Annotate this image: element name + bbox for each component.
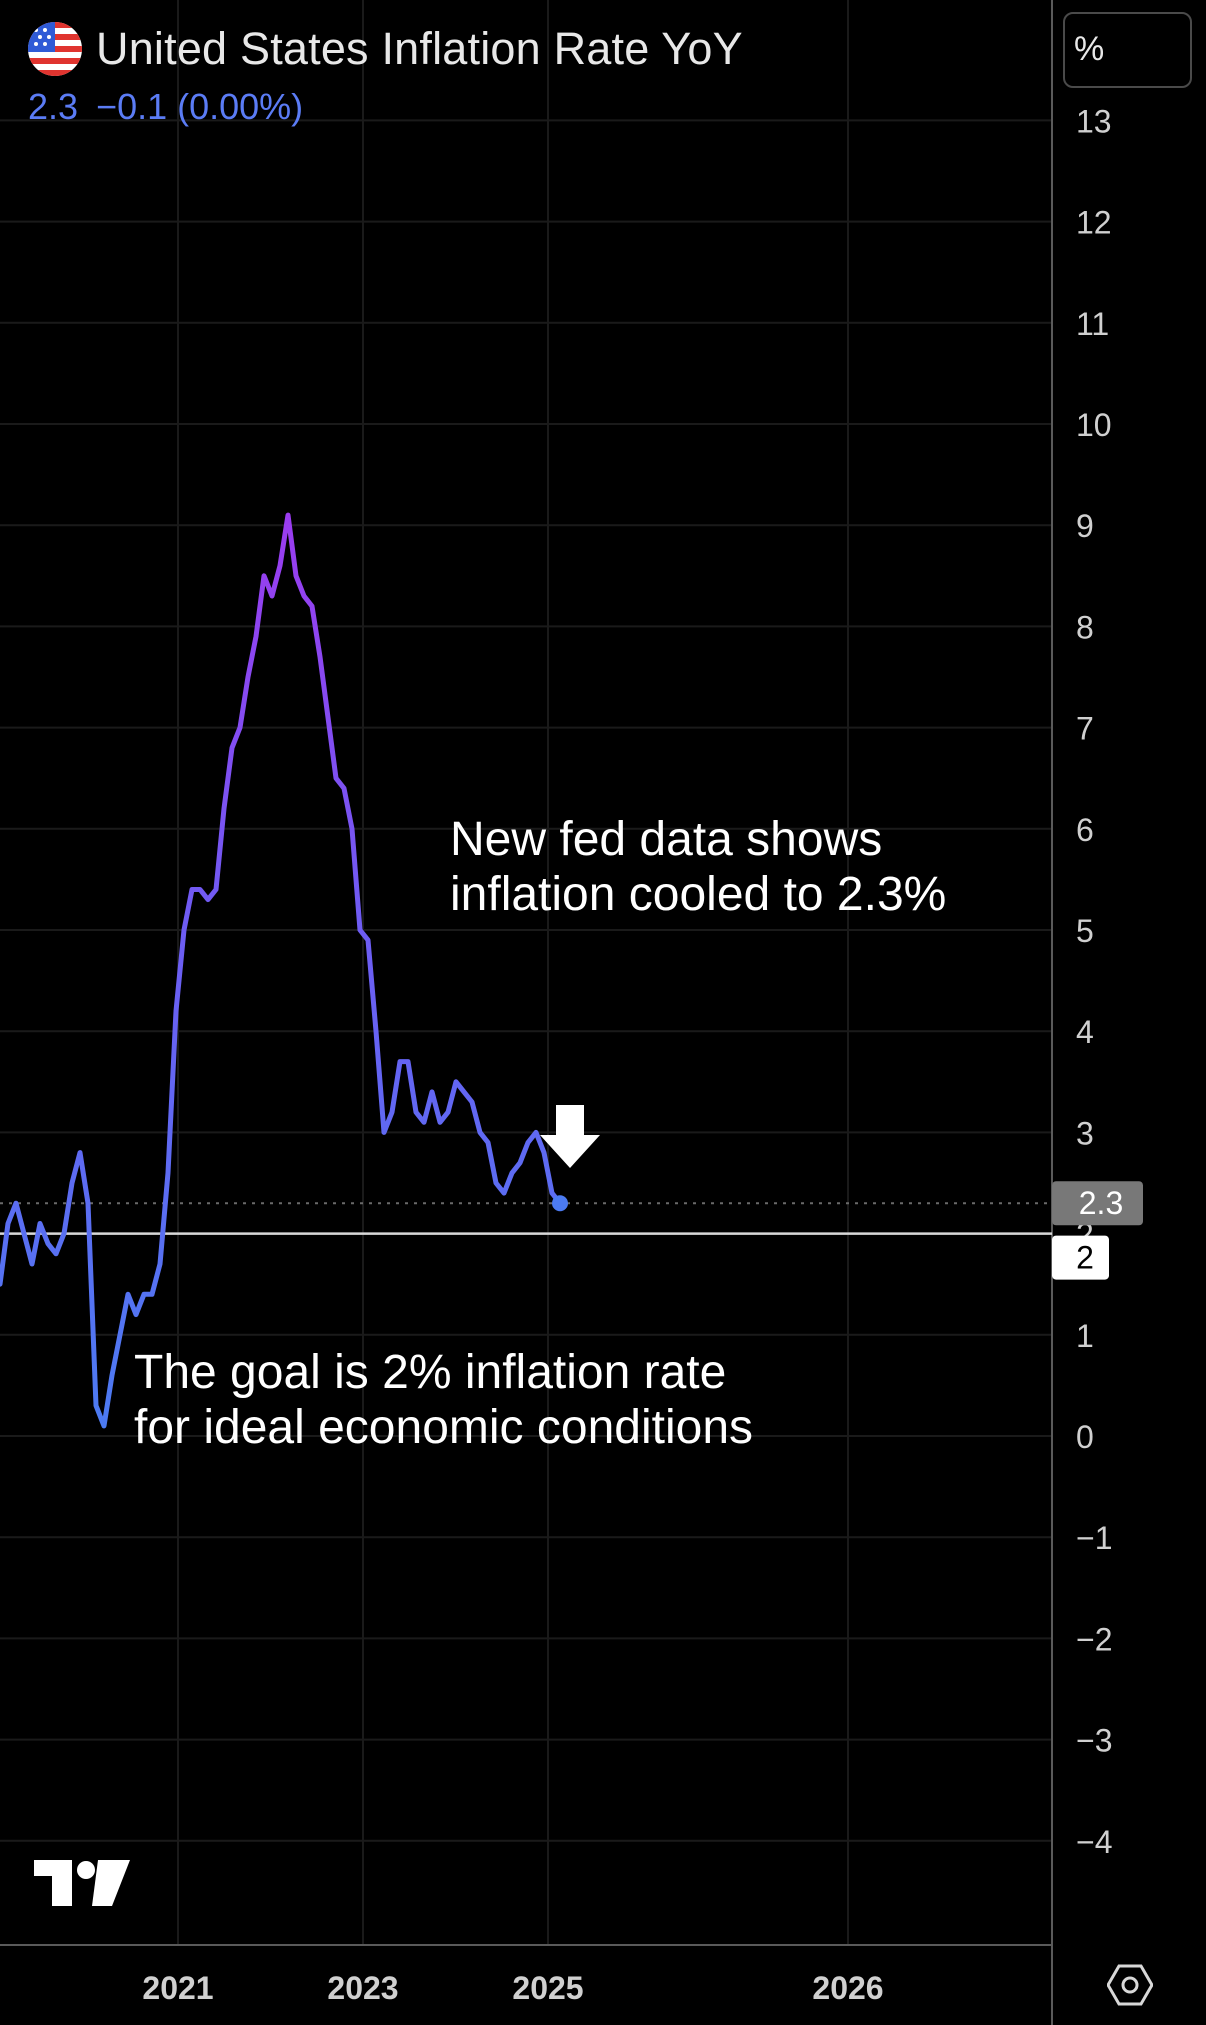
reference-value-label-text: 2 — [1076, 1240, 1094, 1276]
grid-lines — [0, 0, 1052, 1945]
y-tick-label: 8 — [1076, 609, 1094, 645]
y-tick-label: 12 — [1076, 205, 1112, 241]
y-tick-label: 10 — [1076, 407, 1112, 443]
reference-value-label: 2 — [1052, 1235, 1109, 1280]
last-data-point — [552, 1195, 568, 1212]
series-points — [0, 513, 562, 1428]
y-tick-label: −2 — [1076, 1621, 1112, 1657]
y-tick-label: 9 — [1076, 508, 1094, 544]
change-value: −0.1 (0.00%) — [96, 86, 304, 127]
tradingview-logo-icon[interactable] — [34, 1858, 130, 1913]
y-tick-label: 11 — [1076, 306, 1109, 342]
y-tick-label: 5 — [1076, 913, 1094, 949]
y-tick-label: 6 — [1076, 812, 1094, 848]
unit-label: % — [1074, 30, 1105, 68]
last-value-label-text: 2.3 — [1079, 1185, 1123, 1221]
unit-selector[interactable] — [1063, 12, 1192, 88]
chart-header: United States Inflation Rate YoY 2.3 −0.1… — [28, 22, 743, 128]
annotation-goal-line2: for ideal economic conditions — [134, 1401, 754, 1454]
y-tick-label: −1 — [1076, 1520, 1112, 1556]
inflation-series-line — [0, 512, 563, 1429]
annotation-fed-data-line1: New fed data shows — [450, 813, 883, 866]
y-tick-label: 0 — [1076, 1419, 1094, 1455]
annotation-fed-data: New fed data shows inflation cooled to 2… — [450, 812, 946, 922]
y-tick-label: 3 — [1076, 1115, 1094, 1151]
x-tick-label: 2025 — [512, 1970, 583, 2006]
last-value: 2.3 — [28, 86, 79, 127]
annotation-fed-data-line2: inflation cooled to 2.3% — [450, 868, 947, 921]
y-tick-label: 13 — [1076, 103, 1112, 139]
down-arrow-icon — [540, 1105, 600, 1168]
chart-title: United States Inflation Rate YoY — [96, 23, 743, 74]
y-tick-label: −3 — [1076, 1723, 1112, 1759]
x-tick-label: 2023 — [327, 1970, 398, 2006]
quote-line: 2.3 −0.1 (0.00%) — [28, 86, 743, 128]
annotation-goal: The goal is 2% inflation rate for ideal … — [134, 1345, 753, 1455]
annotation-goal-line1: The goal is 2% inflation rate — [134, 1346, 727, 1399]
y-tick-label: 4 — [1076, 1014, 1094, 1050]
x-tick-label: 2021 — [142, 1970, 213, 2006]
x-axis-ticks: 2021 2023 2025 2026 — [142, 1970, 883, 2006]
y-tick-label: 1 — [1076, 1318, 1094, 1354]
y-tick-label: 7 — [1076, 711, 1094, 747]
last-value-label: 2.3 — [1052, 1181, 1143, 1226]
y-tick-label: −4 — [1076, 1824, 1112, 1860]
us-flag-icon — [28, 22, 82, 76]
settings-hexagon-icon[interactable] — [1106, 1964, 1154, 2011]
x-tick-label: 2026 — [812, 1970, 883, 2006]
